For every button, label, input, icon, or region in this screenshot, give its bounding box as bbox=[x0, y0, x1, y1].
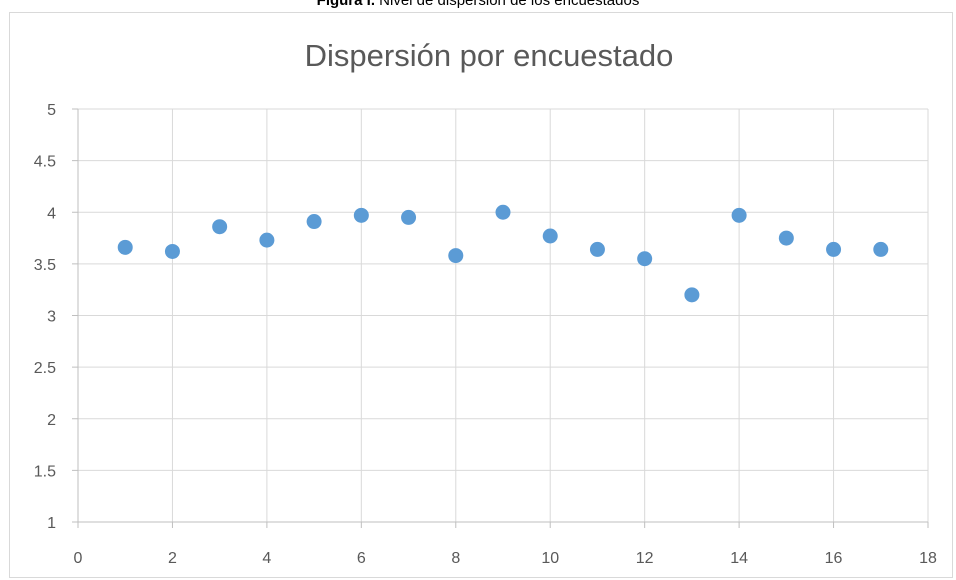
y-tick-label: 2 bbox=[47, 412, 56, 429]
y-tick-labels: 1 1.5 2 2.5 3 3.5 4 4.5 5 bbox=[34, 102, 56, 532]
x-tick-label: 4 bbox=[262, 550, 271, 567]
y-tick-label: 3.5 bbox=[34, 257, 56, 274]
data-point bbox=[684, 287, 700, 303]
y-tick-label: 1 bbox=[47, 515, 56, 532]
x-tick-label: 0 bbox=[74, 550, 83, 567]
data-point bbox=[778, 230, 794, 246]
chart-frame bbox=[9, 12, 953, 578]
y-tick-label: 1.5 bbox=[34, 463, 56, 480]
data-point bbox=[259, 232, 275, 248]
data-point bbox=[448, 248, 464, 264]
chart-title: Dispersión por encuestado bbox=[305, 38, 674, 73]
y-tick-label: 4 bbox=[47, 205, 56, 222]
data-point bbox=[495, 204, 511, 220]
data-point bbox=[353, 207, 369, 223]
data-points bbox=[117, 204, 889, 303]
data-point bbox=[117, 239, 133, 255]
data-point bbox=[164, 243, 180, 259]
x-tick-label: 8 bbox=[451, 550, 460, 567]
y-tick-label: 4.5 bbox=[34, 154, 56, 171]
data-point bbox=[401, 209, 417, 225]
x-tick-label: 18 bbox=[919, 550, 937, 567]
data-point bbox=[542, 228, 558, 244]
y-tick-label: 2.5 bbox=[34, 360, 56, 377]
figure-caption-label: Figura I. bbox=[316, 0, 375, 9]
figure-caption-text: Nivel de dispersión de los encuestados bbox=[379, 0, 640, 9]
data-point bbox=[731, 207, 747, 223]
grid-lines bbox=[78, 108, 929, 522]
data-point bbox=[212, 219, 228, 235]
data-point bbox=[826, 241, 842, 257]
x-tick-label: 10 bbox=[541, 550, 559, 567]
axes bbox=[72, 108, 929, 528]
data-point bbox=[637, 251, 653, 267]
x-tick-label: 6 bbox=[357, 550, 366, 567]
data-point bbox=[589, 241, 605, 257]
figure-caption: Figura I. Nivel de dispersión de los enc… bbox=[0, 0, 956, 9]
x-tick-label: 16 bbox=[825, 550, 843, 567]
x-tick-labels: 0 2 4 6 8 10 12 14 16 18 bbox=[74, 550, 937, 567]
y-tick-label: 5 bbox=[47, 102, 56, 119]
data-point bbox=[873, 241, 889, 257]
x-tick-label: 2 bbox=[168, 550, 177, 567]
x-tick-label: 14 bbox=[730, 550, 748, 567]
y-tick-label: 3 bbox=[47, 309, 56, 326]
x-tick-label: 12 bbox=[636, 550, 654, 567]
data-point bbox=[306, 214, 322, 230]
